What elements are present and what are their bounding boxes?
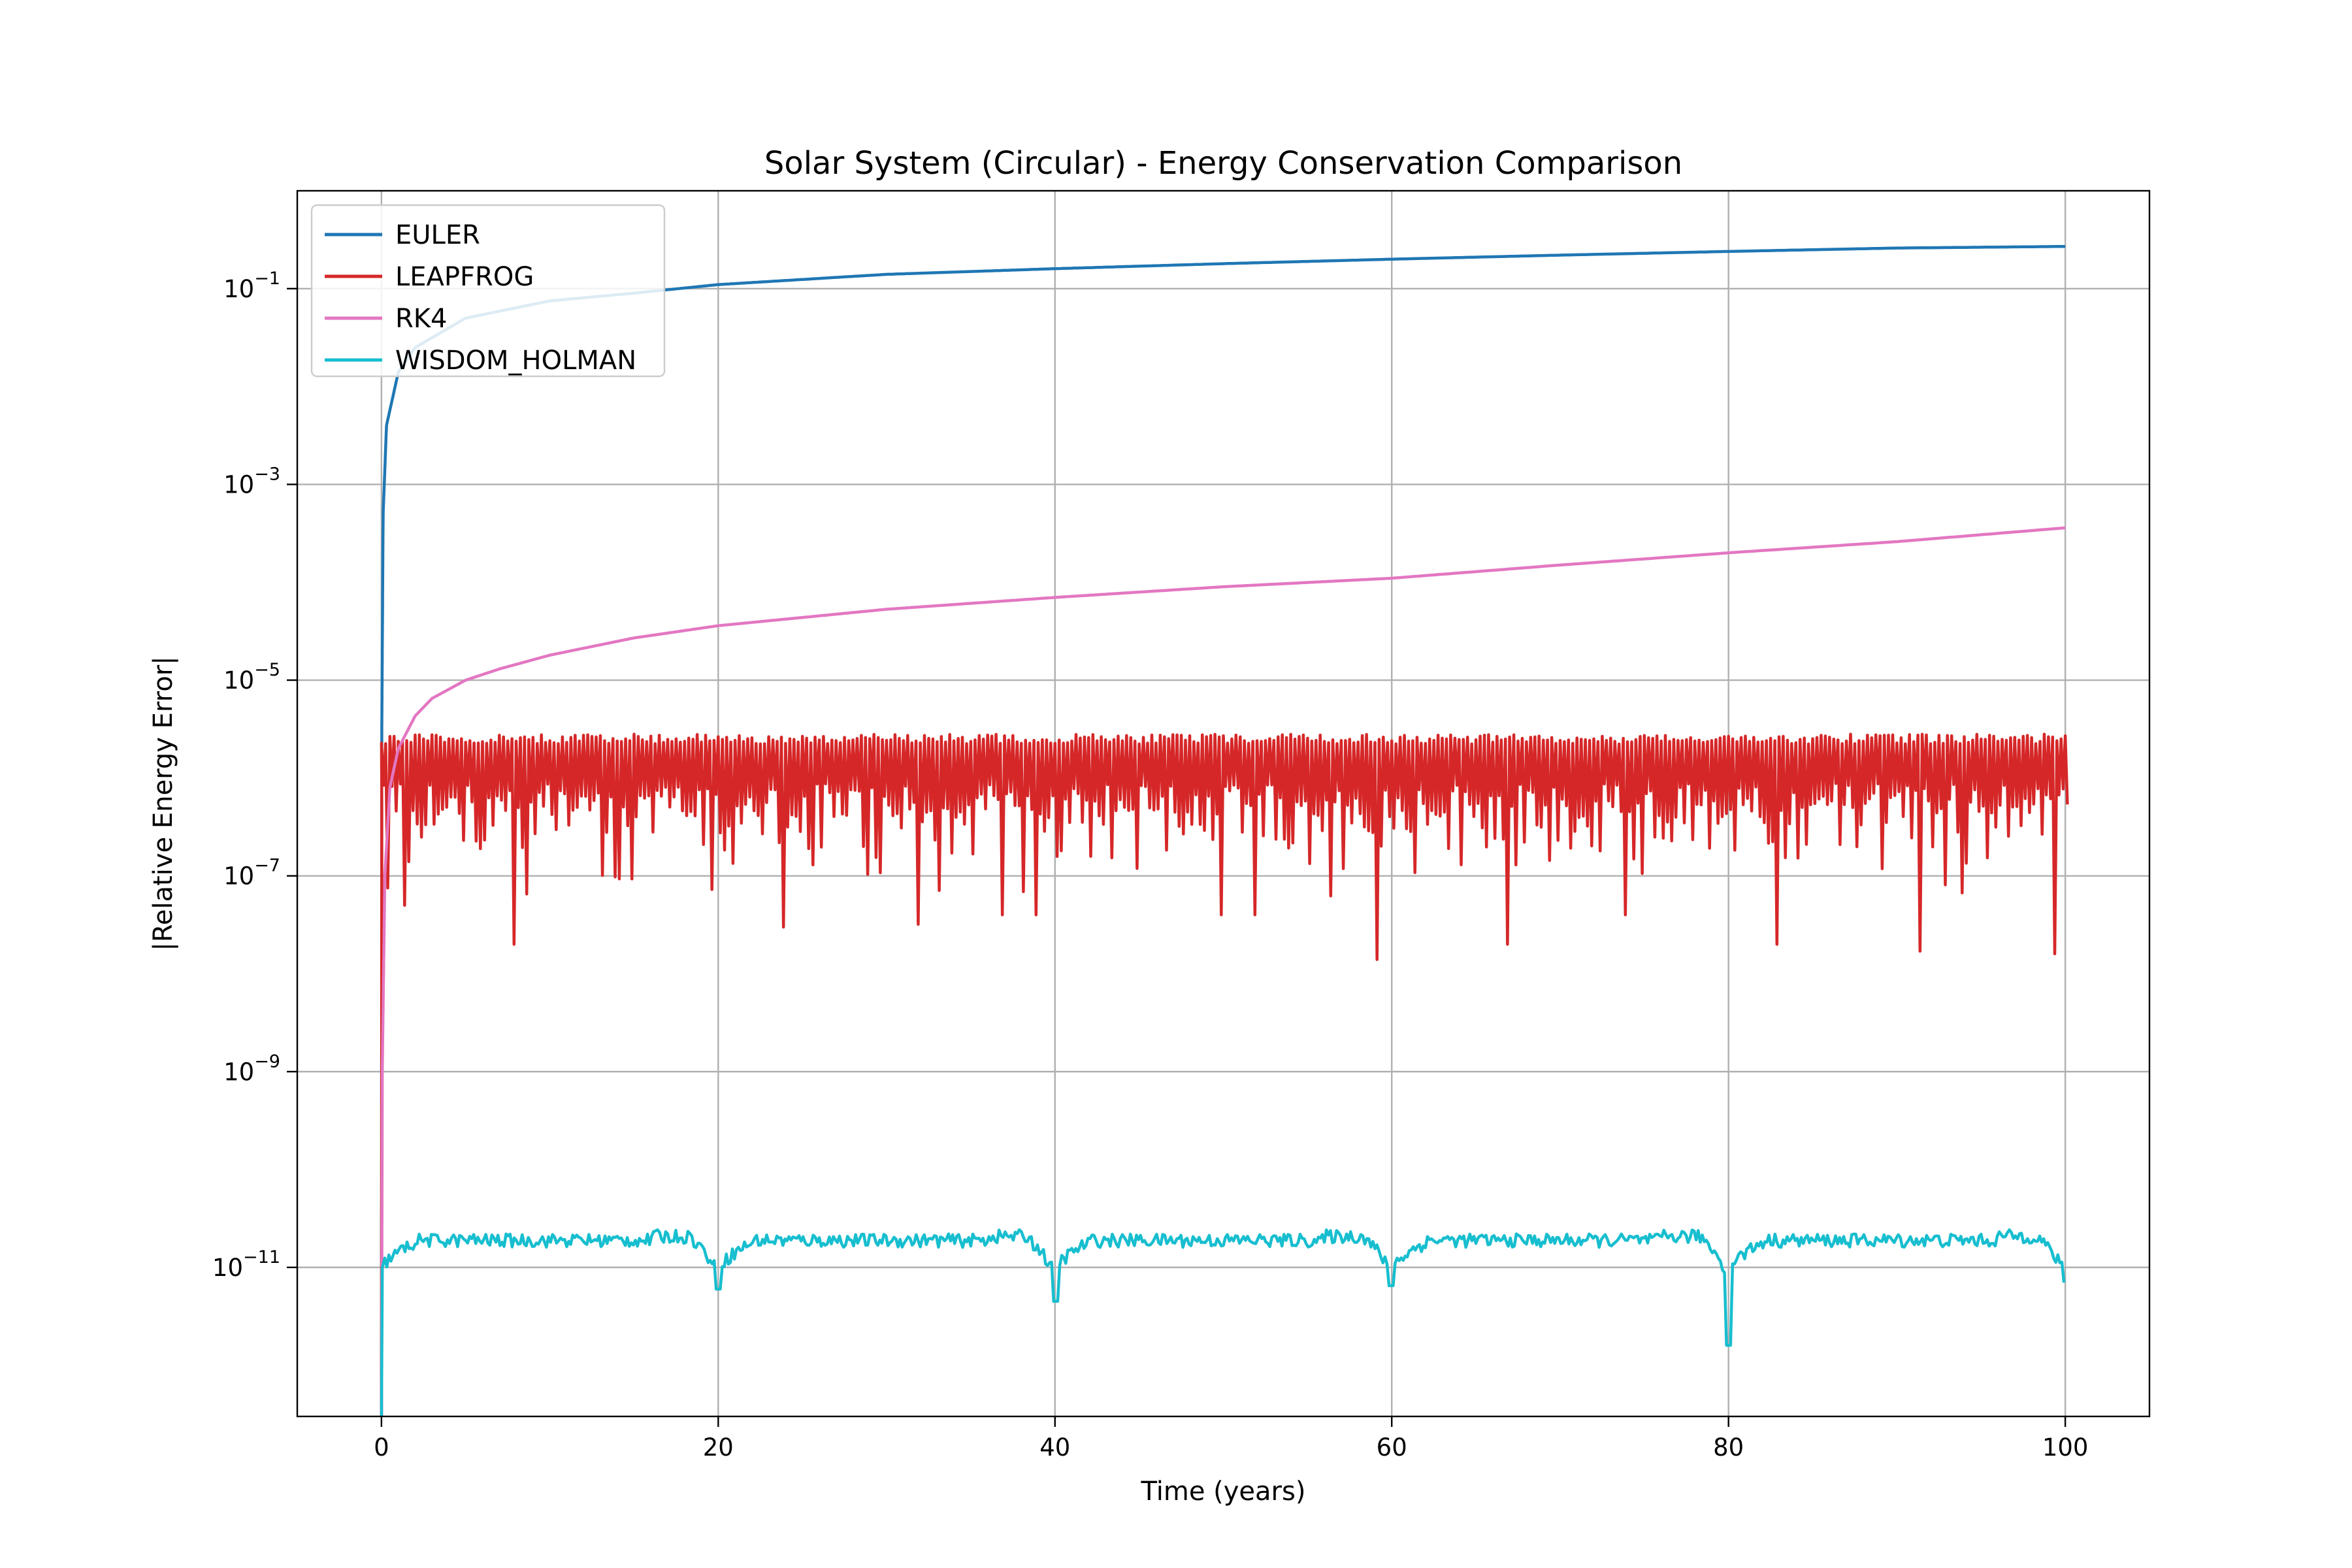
y-tick-exponent: −7 — [254, 856, 280, 876]
y-tick-exponent: −9 — [254, 1051, 280, 1071]
x-tick-label: 0 — [374, 1433, 389, 1462]
y-tick-label: 10−9 — [223, 1051, 280, 1086]
y-tick-label: 10−7 — [223, 856, 280, 890]
series-wisdom-holman — [380, 1228, 2066, 1416]
y-tick-base: 10 — [223, 862, 254, 890]
y-tick-label: 10−11 — [212, 1247, 280, 1282]
legend-label: LEAPFROG — [395, 262, 534, 292]
y-tick-base: 10 — [223, 1058, 254, 1086]
x-tick-label: 100 — [2042, 1433, 2089, 1462]
legend-label: WISDOM_HOLMAN — [395, 346, 636, 376]
series-rk4 — [380, 526, 2066, 1416]
y-tick-base: 10 — [223, 275, 254, 303]
y-tick-exponent: −11 — [243, 1247, 280, 1267]
y-tick-exponent: −5 — [254, 660, 280, 680]
y-tick-exponent: −3 — [254, 464, 280, 484]
y-tick-exponent: −1 — [254, 269, 280, 289]
series-leapfrog — [380, 732, 2069, 1416]
x-tick-label: 20 — [703, 1433, 734, 1462]
x-tick-label: 80 — [1713, 1433, 1744, 1462]
legend-label: RK4 — [395, 304, 447, 334]
legend-label: EULER — [395, 220, 480, 250]
y-tick-label: 10−5 — [223, 660, 280, 694]
y-tick-base: 10 — [223, 666, 254, 694]
x-axis-label: Time (years) — [1141, 1477, 1306, 1507]
y-tick-base: 10 — [223, 470, 254, 498]
axes-frame — [296, 189, 2151, 1418]
y-axis-label: |Relative Energy Error| — [148, 656, 178, 951]
x-tick-label: 40 — [1039, 1433, 1070, 1462]
x-tick-label: 60 — [1377, 1433, 1407, 1462]
chart-title: Solar System (Circular) - Energy Conserv… — [764, 145, 1682, 182]
y-tick-base: 10 — [212, 1254, 243, 1282]
y-tick-label: 10−1 — [223, 269, 280, 303]
y-tick-label: 10−3 — [223, 464, 280, 498]
legend-box — [310, 204, 666, 378]
legend: EULER LEAPFROG RK4 WISDOM_HOLMAN — [310, 204, 666, 378]
plot-area — [380, 244, 2069, 1416]
